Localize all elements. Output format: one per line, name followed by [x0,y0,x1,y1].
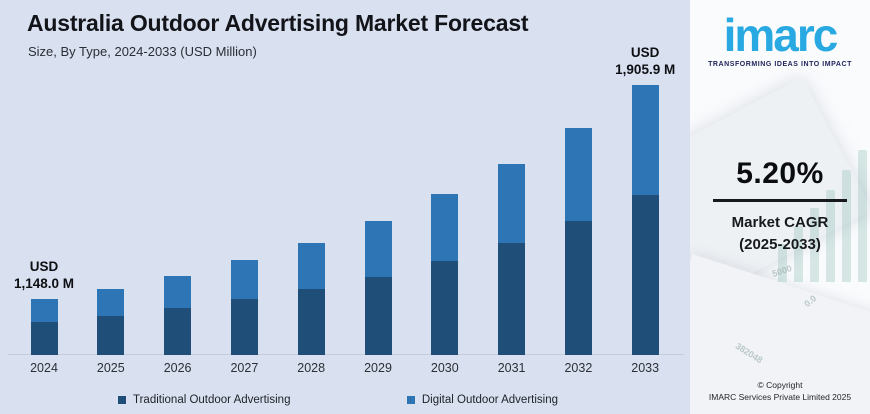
bar-2030 [431,194,459,355]
copyright-line1: © Copyright [757,379,803,390]
x-axis-label-2033: 2033 [631,361,660,375]
bar-segment-traditional-2025 [97,316,125,355]
bar-segment-digital-2028 [297,243,325,289]
cagr-label-line2: (2025-2033) [739,235,821,253]
bar-segment-digital-2032 [564,128,592,221]
bar-segment-digital-2031 [498,164,526,243]
bar-segment-digital-2033 [631,85,659,195]
imarc-tagline: TRANSFORMING IDEAS INTO IMPACT [708,61,852,68]
x-axis-line [8,354,684,355]
bar-2024 [30,299,58,355]
x-axis-label-2028: 2028 [297,361,326,375]
x-axis-label-2031: 2031 [497,361,526,375]
cagr-value: 5.20% [736,157,824,190]
bar-chart-plot: 2024 2025 2026 2027 2028 2029 2030 2031 2032 2033… [8,45,684,375]
bar-2031 [498,164,526,355]
legend-label-digital: Digital Outdoor Advertising [421,394,558,406]
x-axis-label-2032: 2032 [564,361,593,375]
bar-2033 [631,85,659,355]
digital-swatch-icon [406,396,415,404]
x-axis-label-2024: 2024 [30,361,58,375]
value-label-2024: USD 1,148.0 M [13,259,75,292]
copyright-line2: IMARC Services Private Limited 2025 [708,392,852,403]
cagr-divider [713,199,847,202]
bar-segment-traditional-2028 [297,289,325,355]
bar-2029 [364,221,392,355]
bar-segment-digital-2024 [30,299,58,322]
bar-2026 [164,276,192,355]
legend-item-digital: Digital Outdoor Advertising [406,394,558,406]
bar-2025 [97,289,125,355]
chart-section: Australia Outdoor Advertising Market For… [8,10,684,406]
x-axis-label-2030: 2030 [430,361,459,375]
bar-2032 [564,128,592,355]
decor-number: 382048 [733,340,765,366]
bar-segment-traditional-2033 [631,195,659,355]
cagr-block: 5.20% Market CAGR (2025-2033) [690,157,870,256]
bar-segment-traditional-2031 [498,243,526,355]
imarc-logo: imarc TRANSFORMING IDEAS INTO IMPACT [690,12,870,68]
bar-2027 [230,260,258,355]
x-axis-label-2025: 2025 [96,361,125,375]
decor-number: 0.0 [802,293,819,309]
chart-title: Australia Outdoor Advertising Market For… [27,10,529,36]
value-label-2033: USD 1,905.9 M [615,45,676,78]
bar-segment-traditional-2029 [364,277,392,355]
chart-subtitle: Size, By Type, 2024-2033 (USD Million) [28,44,257,59]
chart-legend: Traditional Outdoor Advertising Digital … [118,394,558,406]
bar-segment-digital-2025 [97,289,125,316]
bar-segment-digital-2029 [364,221,392,277]
legend-item-traditional: Traditional Outdoor Advertising [118,394,290,406]
legend-label-traditional: Traditional Outdoor Advertising [133,394,291,406]
brand-panel: 5000 0.0 382048 imarc TRANSFORMING IDEAS… [690,0,870,414]
x-axis-label-2027: 2027 [230,361,259,375]
bar-segment-digital-2026 [164,276,192,308]
bar-segment-digital-2027 [230,260,258,299]
bar-segment-traditional-2026 [164,308,192,355]
bar-segment-traditional-2032 [564,221,592,355]
cagr-label-line1: Market CAGR [731,214,829,231]
x-axis-label-2029: 2029 [364,361,392,375]
bar-segment-digital-2030 [431,194,459,261]
bar-segment-traditional-2030 [431,261,459,355]
traditional-swatch-icon [118,396,126,404]
copyright: © Copyright IMARC Services Private Limit… [690,379,870,405]
x-axis-label-2026: 2026 [163,361,192,375]
decor-number: 5000 [770,263,794,279]
bar-segment-traditional-2024 [30,322,58,355]
imarc-wordmark: imarc [723,9,839,61]
bar-segment-traditional-2027 [230,299,258,355]
bar-2028 [297,243,325,355]
